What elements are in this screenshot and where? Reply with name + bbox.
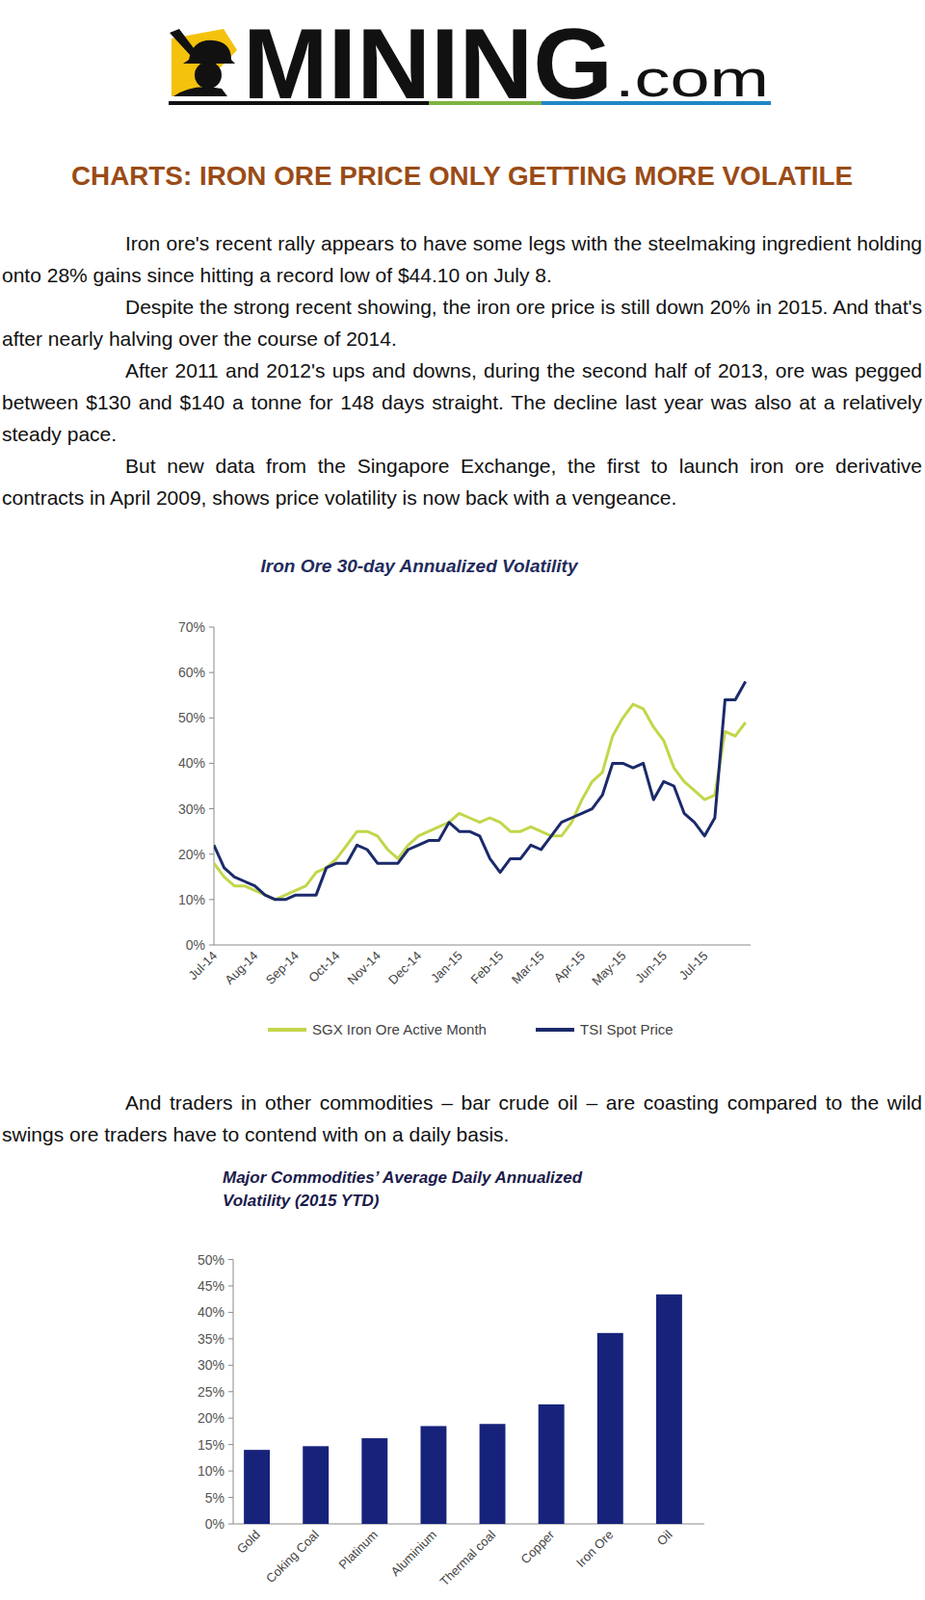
x-tick-label: Iron Ore [573,1528,616,1571]
x-tick-label: Coking Coal [263,1527,322,1586]
y-tick [228,1524,234,1526]
bar-chart: Major Commodities’ Average Daily Annuali… [197,1168,705,1589]
y-tick-label: 45% [197,1278,225,1295]
y-tick-label: 10% [197,1463,225,1480]
x-tick-label: Jul-14 [185,949,220,984]
x-tick-label: Jun-15 [632,949,670,987]
headline: CHARTS: IRON ORE PRICE ONLY GETTING MORE… [71,161,853,191]
logo-rule [168,101,429,106]
y-tick [209,627,214,629]
y-tick-label: 40% [178,755,206,771]
x-tick-label: Aug-14 [221,949,261,988]
y-tick-label: 50% [197,1252,225,1269]
bar [538,1404,565,1525]
x-tick-label: Aluminium [388,1528,441,1581]
y-tick [228,1418,234,1420]
logo-icon-head [194,61,222,89]
x-axis-line [213,945,751,947]
logo-icon-body [173,86,228,97]
y-tick [228,1312,234,1314]
x-tick-label: Sep-14 [263,949,302,988]
x-tick-label: Jul-15 [676,949,712,984]
series-line [213,682,746,900]
y-tick-label: 50% [178,710,206,726]
paragraph: But new data from the Singapore Exchange… [1,449,923,514]
y-tick-label: 0% [205,1516,225,1533]
text-block: Iron ore's recent rally appears to have … [1,227,923,514]
y-tick [209,763,214,765]
x-tick-label: Thermal coal [436,1527,499,1589]
x-tick-label: Jan-15 [427,949,466,987]
x-tick-label: Gold [234,1528,264,1558]
x-tick-label: Mar-15 [508,949,548,988]
legend-swatch [535,1028,575,1032]
chart-title: Major Commodities’ Average Daily Annuali… [222,1168,583,1211]
y-tick [228,1497,234,1499]
y-tick [209,808,214,810]
y-tick [209,945,214,947]
y-tick [228,1391,234,1393]
y-tick-label: 20% [197,1410,225,1427]
y-tick [228,1338,234,1340]
y-tick-label: 5% [205,1490,225,1507]
y-tick [228,1365,234,1367]
bar [302,1446,329,1525]
y-tick-label: 60% [178,664,206,681]
y-tick [228,1444,234,1446]
bar [420,1426,447,1525]
legend-swatch [267,1028,307,1032]
legend-label: TSI Spot Price [580,1021,674,1038]
page: MINING.com CHARTS: IRON ORE PRICE ONLY GE… [0,0,925,1600]
x-tick-label: May-15 [588,949,629,989]
y-axis-line [213,627,215,946]
bar [361,1438,388,1525]
logo: MINING.com [168,7,771,120]
y-tick [209,672,214,674]
y-tick-label: 10% [178,892,206,908]
line-chart: Iron Ore 30-day Annualized Volatility 0% 1… [178,555,751,1038]
y-tick-label: 30% [197,1357,225,1374]
paragraph: After 2011 and 2012's ups and downs, dur… [1,354,923,450]
chart-title: Iron Ore 30-day Annualized Volatility [260,555,579,577]
paragraph: Despite the strong recent showing, the i… [1,290,923,355]
plot-area [213,682,746,900]
legend-label: SGX Iron Ore Active Month [312,1021,487,1038]
x-tick-label: Apr-15 [551,949,588,986]
x-tick-label: Platinum [336,1528,381,1573]
y-tick [209,853,214,855]
y-tick [228,1259,234,1261]
y-tick-label: 20% [178,846,206,863]
paragraph: Iron ore's recent rally appears to have … [1,227,923,291]
bar [479,1424,506,1525]
y-tick-label: 15% [197,1437,225,1454]
y-tick-label: 40% [197,1304,225,1321]
y-tick [228,1285,234,1287]
logo-icon-pick [169,28,197,56]
bar [243,1450,270,1525]
series-line [213,704,746,900]
y-tick [209,898,214,900]
x-tick-label: Copper [518,1527,558,1567]
logo-rule [541,101,771,106]
x-tick-label: Oct-14 [305,949,343,986]
x-tick-label: Dec-14 [385,949,424,988]
x-tick-label: Oil [654,1527,676,1549]
logo-suffix: .com [614,49,769,107]
x-tick-label: Feb-15 [467,949,506,988]
paragraph: And traders in other commodities – bar c… [1,1086,923,1151]
plot-area [243,1295,683,1525]
text-block: And traders in other commodities – bar c… [1,1086,923,1151]
y-tick-label: 35% [197,1331,225,1348]
y-tick-label: 70% [178,619,206,635]
logo-rule [428,101,542,106]
x-tick-label: Nov-14 [344,949,384,988]
y-tick-label: 30% [178,801,206,818]
y-tick-label: 0% [185,937,206,953]
y-tick-label: 25% [197,1384,225,1401]
y-tick [228,1471,234,1473]
bar [597,1333,624,1525]
bar [656,1295,683,1525]
y-tick [209,717,214,719]
